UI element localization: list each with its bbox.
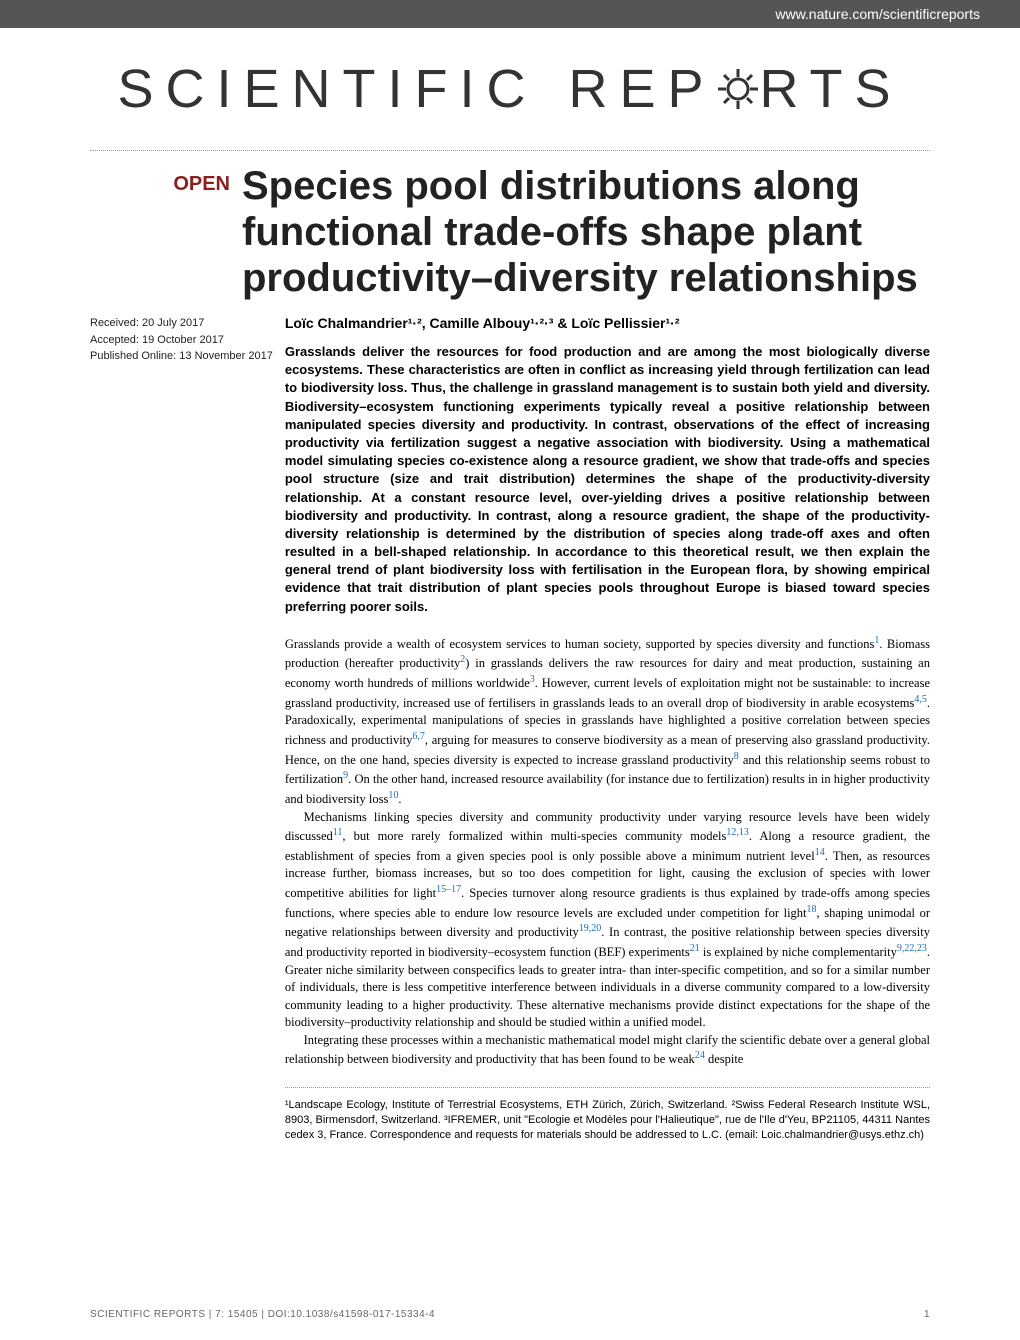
journal-url[interactable]: www.nature.com/scientificreports	[775, 6, 980, 22]
authors: Loïc Chalmandrier¹·², Camille Albouy¹·²·…	[285, 315, 930, 331]
logo-word-2b: RTS	[760, 58, 903, 120]
logo-word-2a: REP	[568, 58, 715, 120]
ref-link[interactable]: 15–17	[436, 884, 461, 895]
page-footer: SCIENTIFIC REPORTS | 7: 15405 | DOI:10.1…	[90, 1309, 930, 1320]
date-published: Published Online: 13 November 2017	[90, 348, 273, 365]
ref-link[interactable]: 4,5	[914, 694, 927, 705]
divider	[90, 150, 930, 151]
ref-link[interactable]: 6,7	[412, 731, 425, 742]
paragraph-3: Integrating these processes within a mec…	[285, 1032, 930, 1069]
footer-citation: SCIENTIFIC REPORTS | 7: 15405 | DOI:10.1…	[90, 1309, 435, 1320]
journal-url-bar: www.nature.com/scientificreports	[0, 0, 1020, 28]
affiliations: ¹Landscape Ecology, Institute of Terrest…	[285, 1087, 930, 1144]
date-received: Received: 20 July 2017	[90, 315, 273, 332]
ref-link[interactable]: 12,13	[726, 827, 749, 838]
ref-link[interactable]: 10	[388, 790, 398, 801]
ref-link[interactable]: 24	[695, 1050, 705, 1061]
dates-block: Received: 20 July 2017 Accepted: 19 Octo…	[90, 315, 273, 1144]
ref-link[interactable]: 21	[690, 943, 700, 954]
paragraph-1: Grasslands provide a wealth of ecosystem…	[285, 634, 930, 809]
date-accepted: Accepted: 19 October 2017	[90, 332, 273, 349]
ref-link[interactable]: 9,22,23	[897, 943, 927, 954]
paragraph-2: Mechanisms linking species diversity and…	[285, 809, 930, 1032]
article-title: Species pool distributions along functio…	[242, 163, 930, 301]
journal-logo: SCIENTIFIC REP RTS	[0, 28, 1020, 140]
ref-link[interactable]: 11	[333, 827, 343, 838]
open-access-badge: OPEN	[90, 163, 230, 196]
gear-icon	[712, 63, 764, 115]
ref-link[interactable]: 14	[815, 847, 825, 858]
logo-word-1: SCIENTIFIC	[117, 58, 537, 120]
ref-link[interactable]: 19,20	[579, 923, 602, 934]
abstract: Grasslands deliver the resources for foo…	[285, 343, 930, 616]
body-text: Grasslands provide a wealth of ecosystem…	[285, 634, 930, 1069]
ref-link[interactable]: 18	[807, 904, 817, 915]
page-number: 1	[924, 1309, 930, 1320]
